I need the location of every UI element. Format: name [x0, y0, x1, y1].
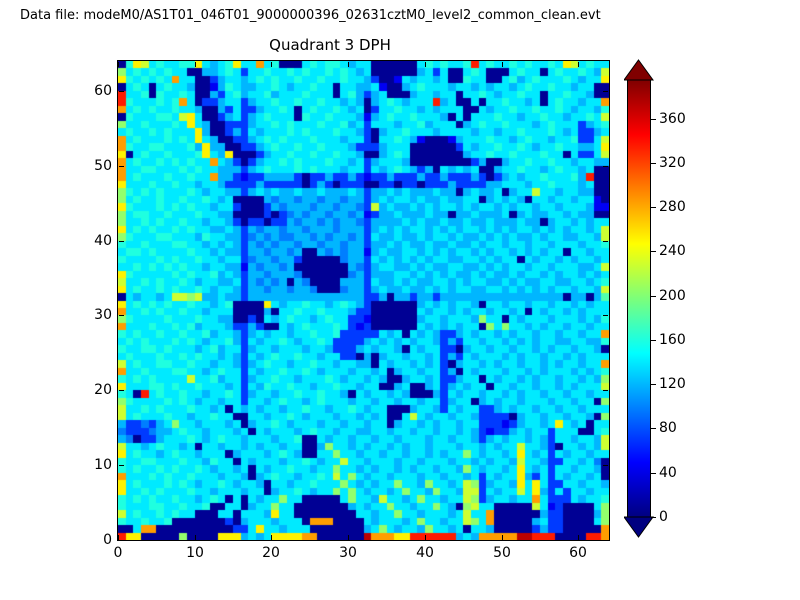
tick-mark	[348, 535, 349, 540]
colorbar-gradient-bar	[627, 79, 651, 518]
x-axis-tick-label: 20	[262, 545, 280, 561]
tick-mark	[195, 62, 196, 67]
tick-mark	[603, 91, 608, 92]
tick-mark	[348, 62, 349, 67]
tick-mark	[578, 535, 579, 540]
plot-border	[117, 60, 610, 541]
tick-mark	[118, 535, 119, 540]
colorbar-tick-label: 0	[659, 509, 668, 525]
colorbar-upper-arrow	[624, 59, 654, 81]
tick-mark	[119, 315, 124, 316]
tick-mark	[119, 241, 124, 242]
tick-mark	[119, 91, 124, 92]
colorbar-tick-mark	[651, 296, 656, 297]
colorbar-tick-mark	[651, 251, 656, 252]
y-axis-tick-label: 60	[94, 83, 112, 99]
colorbar-tick-mark	[651, 119, 656, 120]
tick-mark	[195, 535, 196, 540]
x-axis-tick-label: 50	[493, 545, 511, 561]
colorbar	[624, 59, 654, 538]
tick-mark	[502, 535, 503, 540]
y-axis-tick-label: 40	[94, 233, 112, 249]
colorbar-tick-label: 280	[659, 199, 686, 215]
tick-mark	[119, 390, 124, 391]
colorbar-tick-label: 40	[659, 465, 677, 481]
tick-mark	[603, 390, 608, 391]
y-axis-tick-label: 0	[103, 532, 112, 548]
tick-mark	[578, 62, 579, 67]
tick-mark	[502, 62, 503, 67]
colorbar-lower-arrow	[624, 516, 654, 538]
tick-mark	[425, 62, 426, 67]
colorbar-tick-label: 240	[659, 243, 686, 259]
colorbar-tick-label: 160	[659, 332, 686, 348]
colorbar-tick-label: 320	[659, 155, 686, 171]
tick-mark	[119, 166, 124, 167]
colorbar-tick-mark	[651, 207, 656, 208]
colorbar-tick-mark	[651, 163, 656, 164]
x-axis-tick-label: 30	[339, 545, 357, 561]
tick-mark	[271, 62, 272, 67]
x-axis-tick-label: 60	[569, 545, 587, 561]
tick-mark	[603, 241, 608, 242]
colorbar-tick-mark	[651, 473, 656, 474]
colorbar-tick-label: 80	[659, 420, 677, 436]
y-axis-tick-label: 50	[94, 158, 112, 174]
y-axis-tick-label: 10	[94, 457, 112, 473]
colorbar-tick-mark	[651, 517, 656, 518]
chart-title: Quadrant 3 DPH	[269, 36, 391, 54]
tick-mark	[118, 62, 119, 67]
y-axis-tick-label: 20	[94, 382, 112, 398]
colorbar-tick-mark	[651, 428, 656, 429]
tick-mark	[119, 465, 124, 466]
colorbar-tick-mark	[651, 340, 656, 341]
colorbar-tick-label: 120	[659, 376, 686, 392]
x-axis-tick-label: 40	[416, 545, 434, 561]
colorbar-tick-label: 200	[659, 288, 686, 304]
colorbar-tick-label: 360	[659, 111, 686, 127]
y-axis-tick-label: 30	[94, 307, 112, 323]
x-axis-tick-label: 0	[113, 545, 123, 561]
tick-mark	[271, 535, 272, 540]
tick-mark	[425, 535, 426, 540]
tick-mark	[603, 465, 608, 466]
colorbar-tick-mark	[651, 384, 656, 385]
datafile-label: Data file: modeM0/AS1T01_046T01_90000003…	[20, 8, 601, 23]
tick-mark	[603, 166, 608, 167]
tick-mark	[119, 540, 124, 541]
tick-mark	[603, 540, 608, 541]
heatmap-canvas	[118, 61, 609, 540]
tick-mark	[603, 315, 608, 316]
x-axis-tick-label: 10	[186, 545, 204, 561]
